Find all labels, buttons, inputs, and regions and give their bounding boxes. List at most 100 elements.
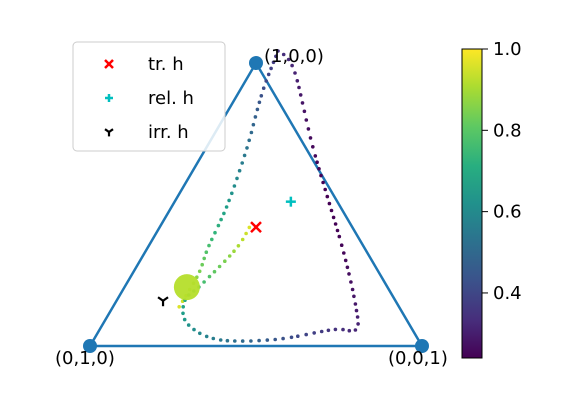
trajectory-point [319, 329, 324, 334]
colorbar-ticks: 0.4 0.6 0.8 1.0 [482, 39, 522, 304]
trajectory-point [242, 153, 247, 158]
trajectory-point [181, 311, 185, 316]
trajectory-point [236, 244, 241, 248]
point-irr--h-stroke [162, 296, 169, 302]
legend-frame [72, 41, 226, 152]
trajectory-point [269, 66, 273, 71]
legend-label-rel-h: rel. h [148, 88, 194, 109]
trajectory-point [313, 154, 318, 158]
trajectory-point [264, 79, 269, 83]
trajectory-point [224, 205, 229, 209]
trajectory-point [177, 305, 181, 309]
legend-label-irr-h: irr. h [148, 122, 189, 143]
vertex-markers [83, 56, 429, 353]
trajectory-point [227, 254, 232, 258]
trajectory-point [232, 249, 236, 253]
trajectory-point [204, 334, 209, 339]
trajectory-point [312, 331, 317, 335]
trajectory-point [343, 258, 348, 263]
trajectory-point [345, 265, 350, 270]
trajectory-point [296, 334, 300, 339]
trajectory-point [204, 250, 209, 254]
trajectory-point [356, 322, 360, 326]
legend-marker-tr--h-stroke [104, 59, 114, 69]
trajectory-point [240, 339, 245, 343]
trajectory-point [192, 327, 196, 332]
trajectory-point [225, 338, 230, 343]
trajectory-end-marker [173, 274, 200, 301]
trajectory-point [281, 52, 286, 57]
vertex-label-0-1-0: (0,1,0) [55, 348, 115, 369]
simplex-triangle [88, 61, 424, 348]
trajectory-point [240, 237, 245, 242]
trajectory-point [233, 339, 237, 343]
trajectory-point [295, 79, 300, 83]
vertex-labels: (1,0,0) (0,1,0) (0,0,1) [55, 46, 448, 369]
trajectory-point [304, 118, 309, 122]
trajectory-point [182, 317, 187, 322]
plot-area [83, 49, 429, 353]
trajectory-point [323, 187, 328, 192]
trajectory-point [353, 302, 358, 306]
colorbar-tick-label: 0.4 [493, 283, 522, 304]
legend-marker-rel--h [105, 94, 113, 102]
trajectory-point [339, 243, 344, 247]
trajectory-point [271, 60, 276, 65]
trajectory-point [207, 243, 211, 248]
trajectory-point [227, 198, 231, 203]
trajectory-point [216, 223, 221, 228]
trajectory-point [293, 71, 297, 75]
trajectory-point [290, 63, 294, 68]
colorbar-tick-label: 1.0 [493, 39, 522, 60]
legend-marker-tr--h [104, 59, 114, 69]
trajectory-point [232, 184, 237, 188]
trajectory-point [349, 280, 353, 284]
point-rel--h [285, 196, 296, 207]
trajectory-point [198, 331, 202, 336]
trajectory [173, 49, 360, 343]
trajectory-point [237, 168, 242, 173]
vertex-marker-(1,0,0) [249, 56, 263, 70]
trajectory-point [207, 274, 212, 279]
trajectory-point [347, 272, 351, 276]
colorbar-tick-label: 0.6 [493, 202, 522, 223]
trajectory-point [297, 85, 301, 90]
trajectory-point [197, 269, 202, 274]
legend-markers [104, 59, 114, 137]
trajectory-point [319, 173, 323, 178]
trajectory-point [249, 339, 253, 343]
trajectory-point [329, 208, 334, 213]
trajectory-point [342, 251, 346, 255]
vertex-marker-(0,0,1) [415, 339, 429, 353]
trajectory-point [240, 161, 244, 165]
trajectory-point [261, 86, 266, 90]
trajectory-point [300, 101, 305, 105]
trajectory-point [222, 211, 226, 216]
point-irr--h-stroke [157, 296, 164, 302]
trajectory-point [341, 327, 345, 332]
trajectory-point [223, 259, 227, 264]
legend-label-tr-h: tr. h [148, 54, 184, 75]
trajectory-point [355, 315, 360, 319]
colorbar-tick-label: 0.8 [493, 120, 522, 141]
trajectory-point [306, 127, 311, 131]
trajectory-point [266, 72, 271, 77]
trajectory-point [302, 109, 307, 114]
trajectory-point [308, 136, 313, 140]
trajectory-point [253, 115, 258, 119]
trajectory-point [202, 256, 206, 261]
trajectory-point [251, 122, 256, 127]
trajectory-point [317, 167, 321, 171]
trajectory-point [276, 49, 280, 53]
trajectory-point [315, 160, 319, 164]
trajectory-point [257, 100, 262, 105]
colorbar-gradient [461, 48, 483, 359]
trajectory-point [247, 225, 252, 230]
point-irr--h [157, 296, 169, 307]
trajectory-point [353, 328, 358, 332]
trajectory-point [230, 191, 234, 196]
vertex-label-0-0-1: (0,0,1) [388, 348, 448, 369]
trajectory-point [337, 234, 342, 239]
legend-marker-irr--h-stroke [104, 128, 110, 133]
